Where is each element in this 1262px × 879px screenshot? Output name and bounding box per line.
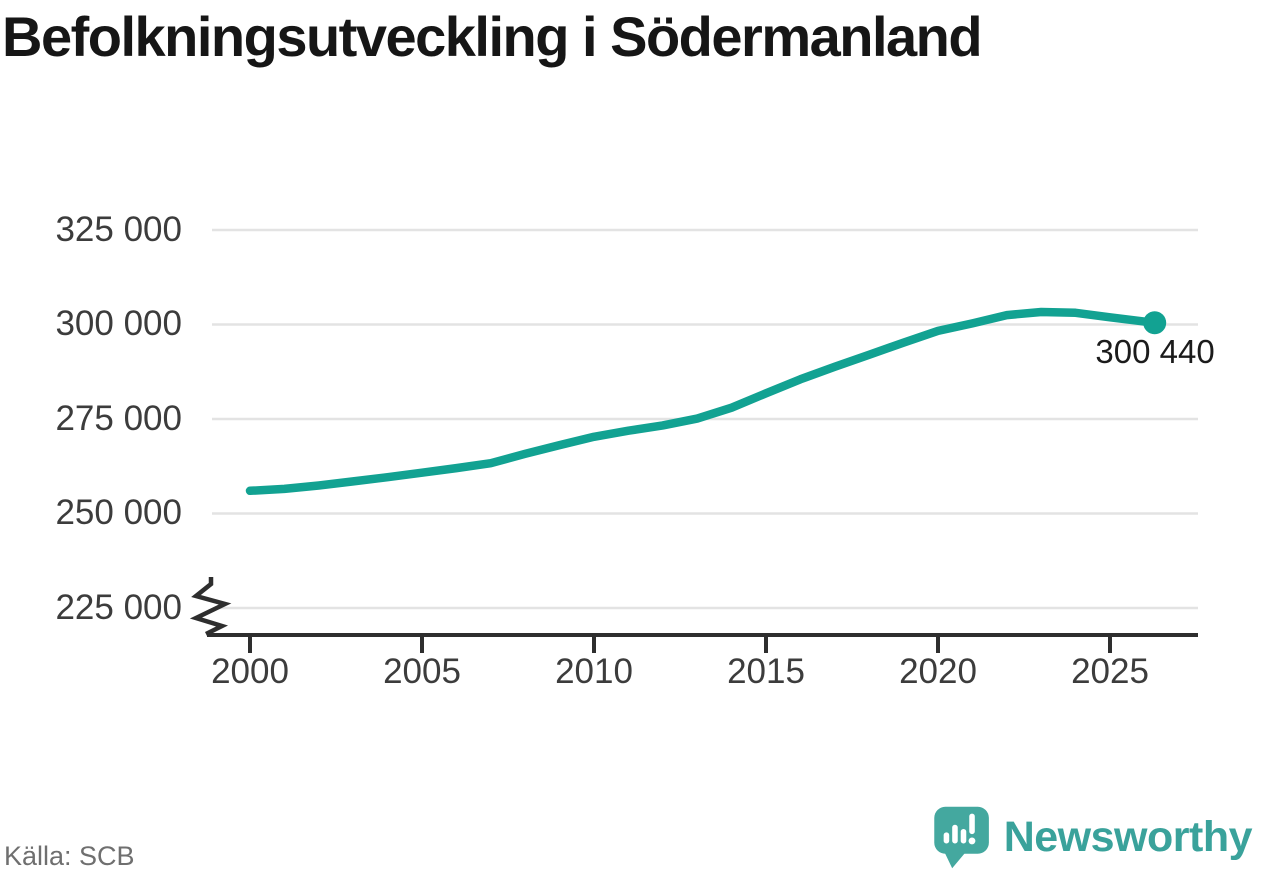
population-line	[245, 307, 1159, 496]
y-axis-label: 225 000	[55, 588, 182, 627]
y-axis-label: 275 000	[55, 399, 182, 438]
x-axis-label: 2020	[899, 652, 977, 691]
end-value-label: 300 440	[1095, 332, 1215, 370]
x-axis	[207, 633, 1198, 653]
x-axis-label: 2025	[1071, 652, 1149, 691]
axis-break-icon	[189, 577, 232, 637]
newsworthy-logo: Newsworthy	[930, 804, 1253, 871]
source-note: Källa: SCB	[4, 841, 135, 871]
y-axis-label: 300 000	[55, 304, 182, 343]
x-axis-label: 2015	[727, 652, 805, 691]
x-axis-label: 2010	[555, 652, 633, 691]
x-axis-label: 2005	[383, 652, 461, 691]
x-axis-ticks	[248, 637, 1112, 653]
newsworthy-speech-bubble-bar-chart-icon	[933, 806, 989, 869]
y-axis-label: 325 000	[55, 210, 182, 249]
newsworthy-wordmark: Newsworthy	[1003, 813, 1253, 861]
page-title: Befolkningsutveckling i Södermanland	[2, 5, 983, 68]
x-axis-label: 2000	[211, 652, 289, 691]
end-point-dot	[1143, 311, 1167, 335]
y-axis-label: 250 000	[55, 493, 182, 532]
